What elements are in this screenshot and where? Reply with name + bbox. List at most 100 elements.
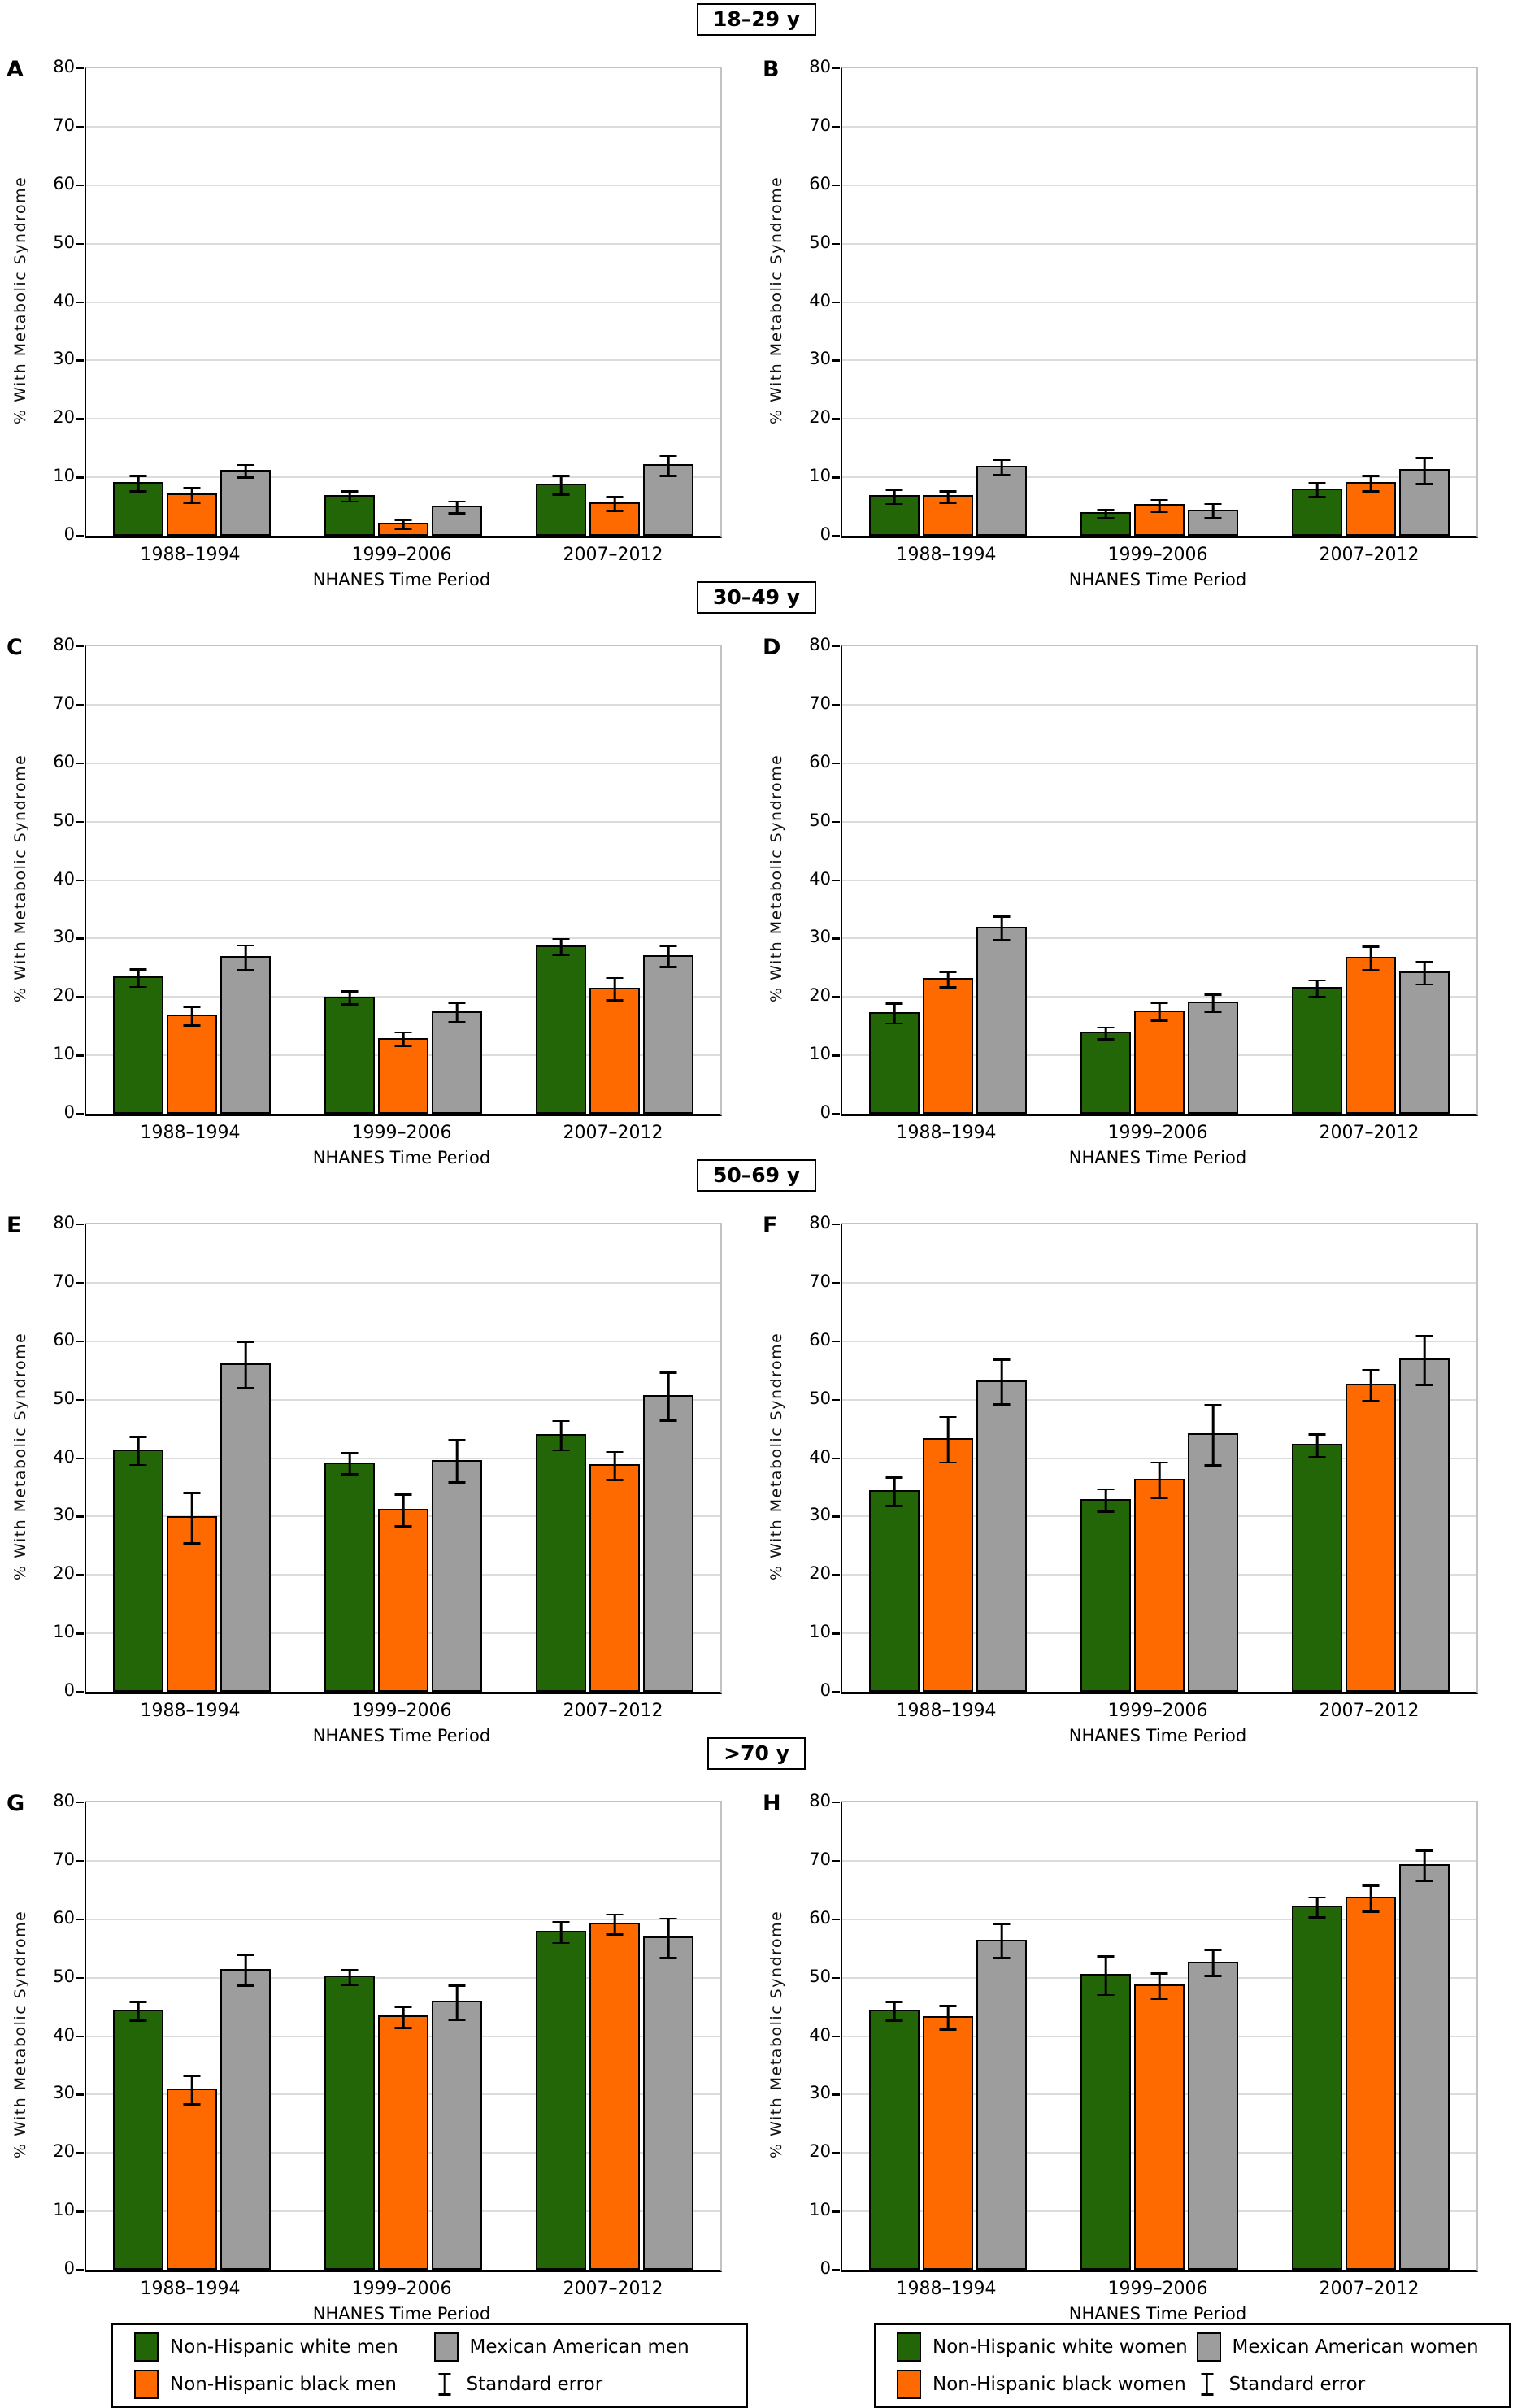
x-tick-label: 1988–1994 bbox=[896, 2279, 997, 2299]
gridline bbox=[842, 359, 1476, 362]
bar bbox=[1134, 1972, 1185, 2270]
bar-group bbox=[509, 1802, 720, 2270]
bar bbox=[324, 489, 375, 536]
error-bar bbox=[1158, 1463, 1161, 1498]
error-bar-cap bbox=[1308, 496, 1326, 498]
y-tick-mark bbox=[832, 1457, 840, 1459]
x-tick-label: 1999–2006 bbox=[351, 1123, 452, 1143]
bars-layer bbox=[86, 646, 720, 1114]
error-bar-cap bbox=[1415, 1849, 1433, 1852]
y-tick-mark bbox=[832, 820, 840, 824]
section-title-row: 30–49 y bbox=[0, 581, 1513, 619]
y-axis-label: % With Metabolic Syndrome bbox=[767, 754, 785, 1003]
error-bar-cap bbox=[1362, 1400, 1380, 1402]
y-tick-label: 50 bbox=[809, 1966, 831, 1986]
x-tick-row: 1988–1994 1999–2006 2007–2012 bbox=[841, 1123, 1475, 1143]
error-bar-cap bbox=[237, 968, 254, 971]
error-bar-cap bbox=[1308, 481, 1326, 485]
y-tick-mark bbox=[76, 1224, 84, 1226]
error-bar bbox=[1158, 1003, 1161, 1021]
y-tick-mark bbox=[76, 1457, 84, 1459]
gridline bbox=[86, 996, 720, 998]
bar bbox=[536, 1419, 586, 1692]
gridline bbox=[842, 242, 1476, 245]
error-bar-cap bbox=[885, 502, 903, 506]
y-tick-label: 50 bbox=[53, 232, 75, 252]
error-bar bbox=[613, 497, 616, 511]
error-bar-cap bbox=[1097, 1993, 1115, 1997]
panel-F: F % With Metabolic Syndrome 0 10 20 30 40 50 60 7… bbox=[756, 1197, 1512, 1745]
y-tick-mark bbox=[832, 1224, 840, 1226]
y-tick-label: 60 bbox=[809, 173, 831, 193]
bar bbox=[536, 475, 586, 536]
error-bar bbox=[1423, 1850, 1426, 1881]
y-tick-label: 70 bbox=[809, 1849, 831, 1869]
plot-column: 0 10 20 30 40 50 60 70 80 1988–1994 1999–2006 2007–… bbox=[53, 619, 732, 1167]
white-men-swatch-icon bbox=[134, 2332, 159, 2362]
bar-group bbox=[1265, 68, 1476, 536]
bar bbox=[869, 489, 920, 536]
panel-letter: A bbox=[7, 57, 24, 82]
error-bar-cap bbox=[1204, 993, 1222, 996]
y-tick-label: 80 bbox=[53, 1791, 75, 1810]
y-tick-mark bbox=[76, 879, 84, 881]
bar bbox=[113, 475, 163, 536]
age-group-title: >70 y bbox=[707, 1737, 806, 1770]
error-bar-cap bbox=[1415, 1880, 1433, 1883]
error-bar bbox=[1369, 946, 1372, 971]
error-bar bbox=[1315, 1434, 1319, 1457]
gridline bbox=[86, 1859, 720, 1862]
y-tick-label: 30 bbox=[809, 2083, 831, 2103]
error-bar bbox=[1211, 1404, 1215, 1466]
bars-layer bbox=[842, 1802, 1476, 2270]
y-tick-label: 60 bbox=[53, 173, 75, 193]
error-bar-cap bbox=[341, 1968, 359, 1971]
y-tick-mark bbox=[76, 2210, 84, 2213]
panel-pair: A % With Metabolic Syndrome 0 10 20 30 40 50 60 7… bbox=[0, 41, 1513, 589]
bar bbox=[220, 1954, 271, 2270]
y-tick-label: 60 bbox=[53, 751, 75, 772]
error-bar-cap bbox=[341, 1984, 359, 1987]
y-tick-mark bbox=[832, 703, 840, 706]
bar bbox=[1292, 481, 1342, 536]
error-bar-cap bbox=[1204, 1464, 1222, 1467]
error-bar-cap bbox=[1362, 1368, 1380, 1371]
gridline bbox=[842, 703, 1476, 706]
bar-group bbox=[1054, 646, 1265, 1114]
error-bar-cap bbox=[237, 1984, 254, 1987]
y-tick-label: 10 bbox=[809, 1044, 831, 1064]
y-tick-label: 0 bbox=[63, 2258, 75, 2278]
y-tick-mark bbox=[832, 359, 840, 362]
bar bbox=[113, 968, 163, 1114]
bar-group bbox=[842, 646, 1054, 1114]
error-bar bbox=[1000, 1359, 1003, 1405]
gridline bbox=[86, 1457, 720, 1459]
plot-area: 0 10 20 30 40 50 60 70 80 bbox=[809, 637, 1478, 1121]
y-tick-label: 0 bbox=[820, 524, 831, 544]
error-bar-cap bbox=[448, 1984, 466, 1987]
panel-letter: B bbox=[763, 57, 780, 82]
y-axis-label: % With Metabolic Syndrome bbox=[11, 176, 29, 425]
error-bar-cap bbox=[939, 2005, 957, 2007]
section-title-row: 18–29 y bbox=[0, 3, 1513, 41]
legend-label: Standard error bbox=[466, 2374, 603, 2395]
x-axis-label: NHANES Time Period bbox=[1068, 570, 1247, 589]
bar bbox=[1399, 1334, 1450, 1692]
bar-group bbox=[842, 1224, 1054, 1692]
x-tick-label: 1999–2006 bbox=[351, 1701, 452, 1721]
x-tick-label: 1999–2006 bbox=[1107, 1701, 1208, 1721]
gridline bbox=[842, 1859, 1476, 1862]
gridline bbox=[86, 879, 720, 881]
error-bar-cap bbox=[552, 1419, 570, 1423]
error-bar-cap bbox=[1415, 482, 1433, 485]
error-bar-cap bbox=[606, 976, 624, 980]
bar bbox=[1080, 1026, 1131, 1114]
y-tick-label: 10 bbox=[809, 466, 831, 486]
bar-group bbox=[1054, 1224, 1265, 1692]
bar bbox=[643, 945, 693, 1114]
error-bar-cap bbox=[1150, 1496, 1168, 1499]
age-group-title: 18–29 y bbox=[696, 3, 817, 36]
error-bar-cap bbox=[993, 1402, 1011, 1406]
y-tick-label: 0 bbox=[63, 1680, 75, 1700]
black-women-swatch-icon bbox=[897, 2370, 921, 2399]
